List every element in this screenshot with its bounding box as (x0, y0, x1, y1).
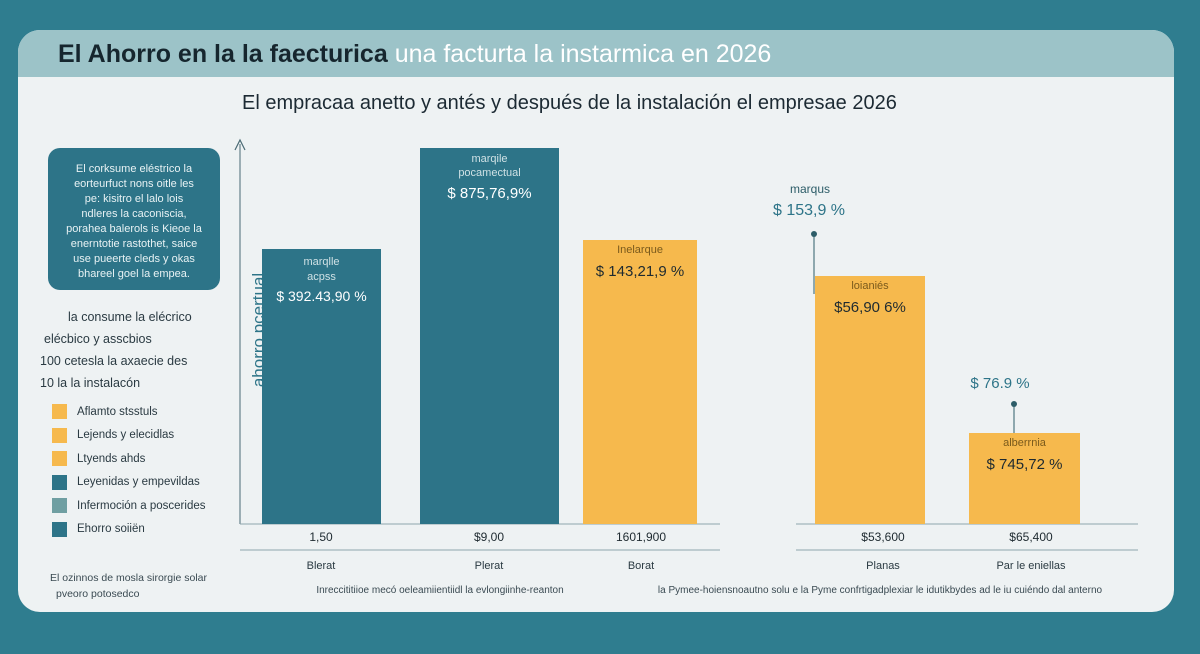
explanation-box: El corksume eléstrico la eorteurfuct non… (48, 148, 220, 290)
x-value-label: 1,50 (309, 530, 333, 544)
note-line: El corksume eléstrico la (75, 163, 193, 175)
bar-label-value: $ 392.43,90 % (276, 288, 366, 304)
group-caption: Inreccititiioe mecó oeleamiientiidl la e… (316, 585, 563, 596)
x-tick-label: Par le eniellas (996, 560, 1066, 572)
legend-label: Ltyends ahds (77, 452, 146, 465)
legend-label: Infermoción a poscerides (77, 499, 206, 512)
bar-label-value: $ 875,76,9% (447, 185, 531, 202)
bar-label-value: $ 745,72 % (987, 456, 1063, 473)
callout-value: $ 153,9 % (773, 202, 845, 219)
bar-label-title: marqlle (303, 256, 339, 268)
legend-item: Lejends y elecidlas (52, 424, 242, 448)
bar (583, 240, 697, 524)
x-value-label: $53,600 (861, 530, 905, 544)
bar (262, 249, 381, 524)
legend-swatch (52, 451, 67, 467)
footnote-line: El ozinnos de mosla sirorgie solar (50, 572, 207, 584)
note-line: porahea balerols is Kieoe la (66, 223, 202, 235)
note-line: pe: kisitro el lalo lois (84, 193, 184, 205)
legend-swatch (52, 498, 67, 514)
note-line: eorteurfuct nons oitle les (74, 178, 194, 190)
side-description: la consume la elécrico elécbico y asscbi… (40, 306, 230, 394)
legend-label: Ehorro soiiёn (77, 523, 145, 536)
note-line: ndleres la caconiscia, (81, 208, 187, 220)
footnote-line: pveoro potosedco (56, 588, 140, 600)
note-line: use pueerte cleds y okas (73, 253, 195, 265)
bar (420, 148, 559, 524)
legend-swatch (52, 427, 67, 443)
x-value-label: $65,400 (1009, 530, 1053, 544)
title-banner: El Ahorro en la la faecturica una factur… (18, 30, 1174, 77)
note-line: enerntotie rastothet, saice (70, 238, 198, 250)
bar-label-title: loianiés (851, 280, 889, 292)
bar (815, 276, 925, 524)
side-line: la consume la elécrico (68, 310, 192, 324)
callout-value: $ 76.9 % (970, 375, 1029, 392)
x-tick-label: Blerat (307, 560, 336, 572)
legend-swatch (52, 521, 67, 537)
page-title: El Ahorro en la la faecturica una factur… (58, 40, 771, 69)
bar-label-value: $ 143,21,9 % (596, 263, 684, 280)
x-tick-label: Borat (628, 560, 654, 572)
bar-label-title: alberrnia (1003, 437, 1047, 449)
infographic-card: El Ahorro en la la faecturica una factur… (18, 30, 1174, 612)
legend-swatch (52, 404, 67, 420)
side-line: 100 cetesla la axaecie des (40, 354, 188, 368)
chart-title: El empracaa anetto y antés y después de … (242, 92, 897, 114)
side-line: elécbico y asscbios (44, 332, 152, 346)
note-line: bhareel goel la empea. (78, 268, 190, 280)
x-value-label: $9,00 (474, 530, 504, 544)
callout-dot (811, 231, 817, 237)
bar-label-title: acpss (307, 271, 336, 283)
legend-item: Aflamto stsstuls (52, 400, 242, 424)
bar (969, 433, 1080, 524)
footnote: El ozinnos de mosla sirorgie solar pveor… (50, 570, 207, 602)
bar-label-title: pocamectual (458, 167, 520, 179)
legend-item: Leyenidas y empevildas (52, 471, 242, 495)
x-tick-label: Planas (866, 560, 900, 572)
x-tick-label: Plerat (475, 560, 504, 572)
group-caption: la Pymee-hoiensnoautno solu e la Pyme co… (658, 585, 1103, 596)
title-part-two: una facturta la instarmica en 2026 (394, 40, 772, 68)
legend-label: Lejends y elecidlas (77, 429, 175, 442)
bar-label-title: marqile (471, 153, 507, 165)
side-line: 10 la la instalacón (40, 376, 141, 390)
legend-label: Aflamto stsstuls (77, 405, 158, 418)
legend-item: Ehorro soiiёn (52, 518, 242, 542)
bar-label-title: Inelarque (617, 244, 663, 256)
y-axis-arrow (234, 138, 246, 151)
legend-item: Infermoción a poscerides (52, 494, 242, 518)
legend: Aflamto stsstuls Lejends y elecidlas Lty… (52, 400, 242, 541)
legend-item: Ltyends ahds (52, 447, 242, 471)
callout-dot (1011, 401, 1017, 407)
x-value-label: 1601,900 (616, 530, 666, 544)
callout-title: marqus (790, 182, 830, 196)
bar-label-value: $56,90 6% (834, 299, 906, 316)
title-part-one: El Ahorro en la la faecturica (58, 40, 388, 68)
legend-swatch (52, 474, 67, 490)
legend-label: Leyenidas y empevildas (77, 476, 200, 489)
